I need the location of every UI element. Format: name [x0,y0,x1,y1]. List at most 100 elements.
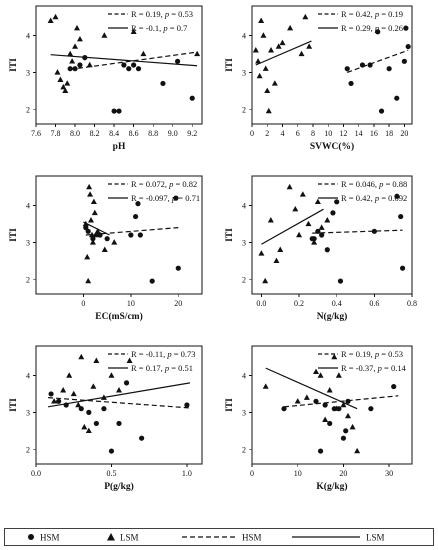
lsm-point [67,50,74,57]
stat-p-value: = 0.53 [169,9,193,19]
stat-p-label: p [374,193,379,203]
y-tick-label: 2 [242,105,246,114]
lsm-point [140,50,147,57]
hsm-point [337,278,344,284]
hsm-point [133,213,139,220]
hsm-point [131,62,137,68]
stat-p-label: p [168,179,173,189]
lsm-point [72,43,79,49]
hsm-point [281,406,287,412]
legend-hsm-line-label: HSM [242,533,262,543]
lsm-point [345,412,351,419]
lsm-trendline [50,54,198,67]
plot-frame [35,345,203,465]
lsm-point [260,32,267,38]
x-axis-label: K(g/kg) [316,481,347,492]
hsm-point [128,232,134,238]
hsm-point [108,448,115,454]
legend: HSM LSM HSM LSM [4,528,434,546]
x-tick-label: 7.8 [51,129,61,138]
legend-lsm-marker [107,533,115,541]
lsm-point [85,277,92,284]
lsm-point [54,69,61,75]
y-axis-label: ITI [9,228,19,242]
x-tick-label: 10 [127,299,135,308]
lsm-trendline [47,382,191,408]
lsm-point [267,217,274,223]
x-tick-label: 9.2 [187,129,197,138]
stat-p-label: p [162,23,167,33]
x-tick-label: 0 [81,299,85,308]
stat-p-value: = 0.82 [173,179,197,189]
plot-frame [35,175,203,295]
hsm-point [126,66,132,72]
x-tick-label: 2 [265,129,269,138]
lsm-point [258,17,265,23]
panel-svwc: 0 2 4 6 8 10 12 14 16 18 20 2 3 4 SVWC(%) ITI R = 0.42, … [225,5,413,152]
hsm-point [48,391,54,397]
lsm-point [111,239,118,245]
lsm-point [318,224,325,230]
lsm-point [90,198,97,205]
stat-r: R = 0.19, [341,349,375,359]
lsm-point [52,13,59,20]
stat-r: R = 0.19, [131,9,165,19]
lsm-point [86,183,93,190]
lsm-point [262,65,269,71]
hsm-point [173,195,179,201]
lsm-point [101,32,108,38]
hsm-trendline [312,229,403,234]
stat-p-label: p [164,9,169,19]
lsm-point [100,394,107,400]
hsm-point [394,95,400,101]
lsm-point [256,72,263,79]
lsm-trendline [83,221,110,236]
hsm-point [104,236,110,242]
stat-p-value: = 0.14 [382,363,407,373]
lsm-point [82,220,89,227]
stat-p-label: p [374,23,379,33]
lsm-point [57,76,64,82]
x-tick-label: 8.2 [90,129,100,138]
panel-p: 0.0 0.5 1.0 2 3 4 P(g/kg) ITI R = -0.11, p = 0.7… [9,345,203,492]
hsm-point [334,199,340,205]
lsm-point [296,231,303,238]
hsm-point [401,58,407,64]
x-tick-label: 0 [250,469,254,478]
lsm-point [262,383,269,389]
lsm-point [305,220,312,227]
hsm-point [97,232,103,238]
lsm-point [354,447,361,454]
stat-p-value: = 0.51 [169,363,193,373]
stat-p-value: = 0.092 [379,193,407,203]
hsm-point [78,406,84,412]
hsm-point [344,66,350,72]
x-axis-label: P(g/kg) [104,481,134,492]
hsm-point [313,398,319,404]
x-tick-label: 0.4 [332,299,342,308]
stat-p-label: p [171,193,176,203]
stat-p-label: p [164,363,169,373]
lsm-point [340,401,347,408]
plot-frame [251,345,413,465]
y-tick-label: 2 [242,275,246,284]
y-tick-label: 3 [242,408,246,417]
hsm-point [368,406,374,412]
stat-p-label: p [377,363,382,373]
stats-lsm-text: R = 0.17, p = 0.51 [131,363,193,373]
stat-r: R = 0.29, [341,23,375,33]
hsm-point [85,228,91,234]
hsm-point [317,448,324,454]
lsm-point [306,43,313,49]
hsm-point [330,210,336,216]
hsm-point [175,265,181,271]
stat-r: R = -0.37, [341,363,378,373]
stat-p-value: = 0.53 [379,349,403,359]
stat-p-label: p [378,179,383,189]
lsm-point [74,24,81,31]
hsm-point [111,108,117,114]
hsm-point [398,213,404,220]
stat-p-label: p [374,9,379,19]
